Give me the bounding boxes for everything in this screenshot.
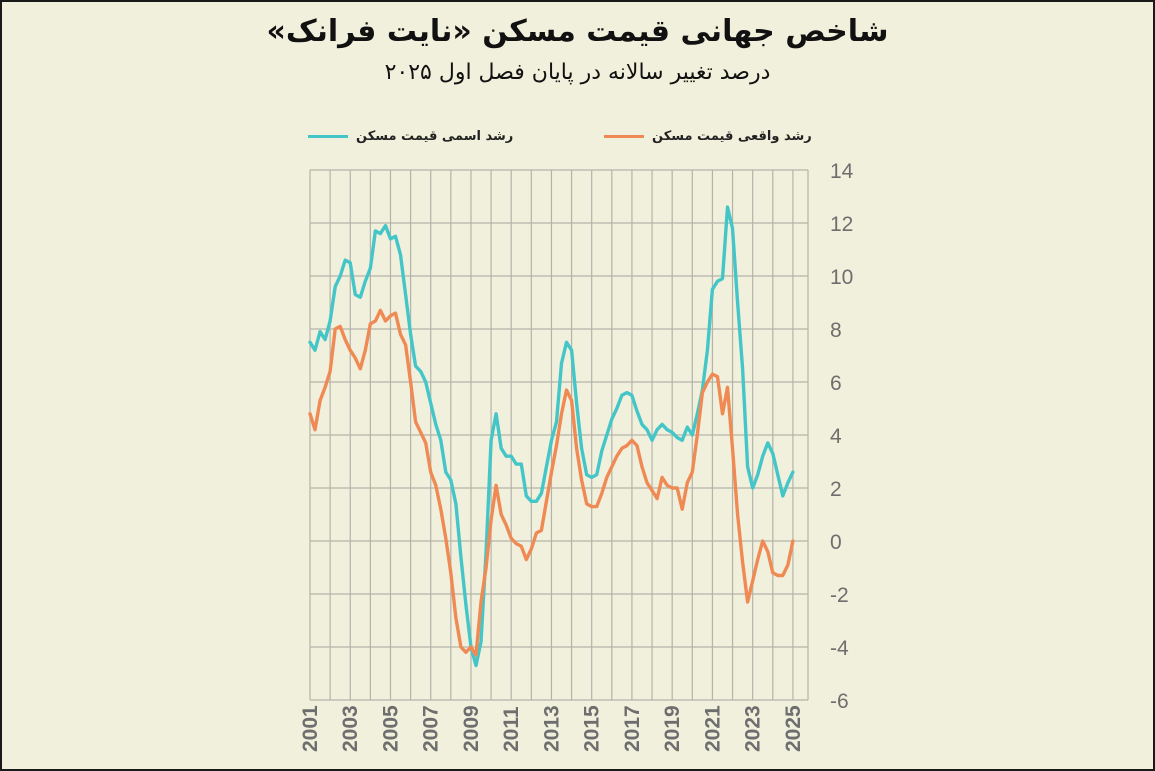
legend-item-nominal: رشد اسمی قیمت مسکن bbox=[308, 126, 513, 146]
x-tick-label: 2015 bbox=[581, 705, 604, 752]
chart-subtitle: درصد تغییر سالانه در پایان فصل اول ۲۰۲۵ bbox=[384, 60, 771, 85]
x-tick-label: 2005 bbox=[379, 705, 402, 752]
x-tick-label: 2001 bbox=[299, 705, 322, 752]
y-tick-label: 0 bbox=[830, 531, 842, 554]
x-tick-label: 2021 bbox=[701, 705, 724, 752]
x-tick-label: 2007 bbox=[420, 705, 443, 752]
x-tick-label: 2009 bbox=[460, 705, 483, 752]
x-tick-label: 2011 bbox=[500, 706, 523, 752]
chart-title: شاخص جهانی قیمت مسکن «نایت فرانک» bbox=[266, 14, 889, 49]
x-tick-label: 2003 bbox=[339, 705, 362, 752]
legend-swatch-nominal bbox=[308, 134, 348, 138]
y-axis-ticks: 14 12 10 8 6 4 2 0 -2 -4 -6 bbox=[830, 160, 854, 713]
x-tick-label: 2013 bbox=[540, 705, 563, 752]
x-tick-label: 2017 bbox=[621, 705, 644, 752]
series-line-nominal bbox=[308, 205, 795, 668]
y-tick-label: 8 bbox=[830, 319, 842, 342]
y-tick-label: 6 bbox=[830, 372, 842, 395]
series-line-real bbox=[308, 308, 795, 657]
y-tick-label: 14 bbox=[830, 160, 854, 183]
x-tick-label: 2023 bbox=[742, 705, 765, 752]
y-tick-label: 12 bbox=[830, 213, 853, 236]
legend-item-real: رشد واقعی قیمت مسکن bbox=[604, 126, 812, 146]
series-lines bbox=[308, 205, 795, 668]
y-tick-label: -6 bbox=[830, 690, 849, 713]
y-tick-label: -2 bbox=[830, 584, 849, 607]
y-tick-label: -4 bbox=[830, 637, 849, 660]
x-tick-label: 2025 bbox=[782, 705, 805, 752]
legend-label-nominal: رشد اسمی قیمت مسکن bbox=[356, 128, 514, 144]
x-tick-label: 2019 bbox=[661, 705, 684, 752]
y-tick-label: 2 bbox=[830, 478, 842, 501]
legend-swatch-real bbox=[604, 134, 644, 138]
y-tick-label: 4 bbox=[830, 425, 842, 448]
legend-label-real: رشد واقعی قیمت مسکن bbox=[652, 128, 812, 144]
y-tick-label: 10 bbox=[830, 266, 853, 289]
x-axis-ticks: 2001 2003 2005 2007 2009 2011 2013 2015 2017 2019… bbox=[299, 705, 805, 752]
